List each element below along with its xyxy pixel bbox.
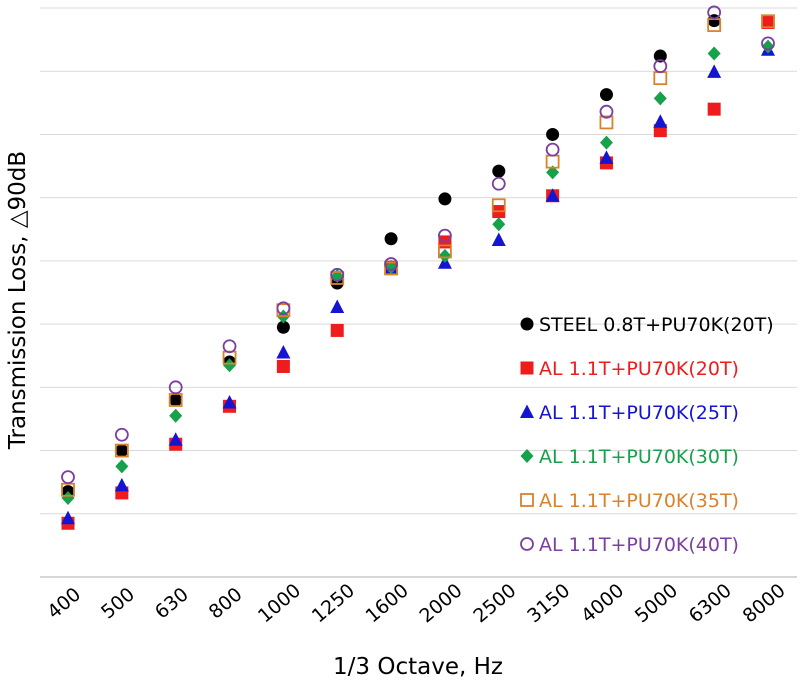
data-point (330, 299, 345, 314)
x-tick-label: 4000 (577, 579, 628, 627)
data-point (707, 5, 722, 20)
x-tick-layer: 400 500 630 800 1000 1250 1600 2000 2500 3150 4000… (43, 579, 790, 627)
legend-label: AL 1.1T+PU70K(20T) (539, 358, 739, 380)
data-point (707, 102, 721, 116)
data-point (438, 248, 452, 263)
data-point (276, 320, 290, 334)
data-point (491, 198, 506, 213)
x-tick-label: 2500 (469, 579, 520, 627)
data-point (61, 470, 75, 485)
x-axis-title: 1/3 Octave, Hz (333, 654, 503, 680)
data-point (491, 176, 506, 191)
data-point (276, 345, 291, 359)
x-tick-label: 400 (43, 583, 85, 623)
data-point (599, 104, 614, 119)
x-tick-label: 5000 (631, 579, 682, 627)
data-point (653, 49, 667, 63)
x-tick-label: 1000 (254, 579, 305, 627)
data-layer (61, 5, 775, 530)
legend-marker (520, 449, 534, 463)
data-point (492, 217, 506, 232)
data-point (115, 459, 129, 474)
data-point (545, 188, 560, 202)
data-point (384, 232, 398, 246)
data-point (599, 135, 613, 150)
grid-layer (40, 7, 797, 515)
data-point (653, 114, 668, 128)
data-point (545, 142, 560, 157)
x-tick-label: 3150 (523, 579, 574, 627)
data-point (438, 192, 452, 206)
data-point (599, 88, 613, 102)
legend-marker (520, 537, 534, 551)
data-point (222, 395, 237, 409)
data-point (330, 267, 345, 282)
data-point (384, 257, 398, 271)
legend-label: AL 1.1T+PU70K(40T) (539, 534, 739, 556)
x-tick-label: 6300 (685, 579, 736, 627)
legend-marker (520, 404, 534, 418)
data-point (546, 165, 560, 180)
data-point (384, 260, 398, 275)
data-point (707, 64, 722, 78)
data-point (384, 261, 398, 276)
legend-label: AL 1.1T+PU70K(30T) (539, 446, 739, 468)
x-tick-label: 800 (205, 583, 247, 623)
data-point (761, 36, 775, 51)
data-point (169, 408, 183, 423)
data-point (276, 301, 291, 316)
x-tick-label: 500 (97, 583, 139, 623)
data-point (653, 91, 667, 106)
x-tick-label: 8000 (739, 579, 790, 627)
y-axis-title: Transmission Loss, △90dB (5, 151, 31, 450)
x-tick-label: 1250 (308, 579, 359, 627)
data-point (599, 115, 614, 130)
data-point (114, 427, 129, 442)
data-point (223, 358, 237, 373)
data-point (491, 232, 506, 247)
data-point (169, 393, 183, 407)
data-point (653, 71, 668, 86)
data-point (61, 490, 75, 505)
data-point (599, 150, 614, 164)
data-point (222, 339, 237, 354)
legend: STEEL 0.8T+PU70K(20T) AL 1.1T+PU70K(20T) A… (520, 314, 774, 556)
data-point (168, 380, 183, 395)
legend-marker (520, 317, 534, 331)
legend-marker (520, 493, 534, 507)
data-point (546, 127, 560, 141)
x-tick-label: 1600 (362, 579, 413, 627)
legend-label: STEEL 0.8T+PU70K(20T) (539, 314, 774, 336)
data-point (707, 46, 721, 61)
data-point (438, 228, 452, 243)
data-point (115, 444, 129, 458)
legend-label: AL 1.1T+PU70K(25T) (539, 402, 739, 424)
data-point (61, 510, 75, 525)
legend-label: AL 1.1T+PU70K(35T) (539, 490, 739, 512)
data-point (492, 164, 506, 178)
data-point (114, 443, 129, 458)
data-point (330, 323, 344, 337)
x-tick-label: 630 (151, 583, 193, 623)
legend-marker (520, 361, 534, 375)
data-point (114, 477, 129, 492)
x-tick-label: 2000 (415, 579, 466, 627)
data-point (761, 16, 775, 30)
data-point (653, 59, 668, 74)
data-point (276, 359, 290, 373)
data-point (438, 244, 452, 259)
data-point (761, 39, 775, 54)
data-point (168, 432, 183, 446)
data-point (761, 14, 775, 29)
